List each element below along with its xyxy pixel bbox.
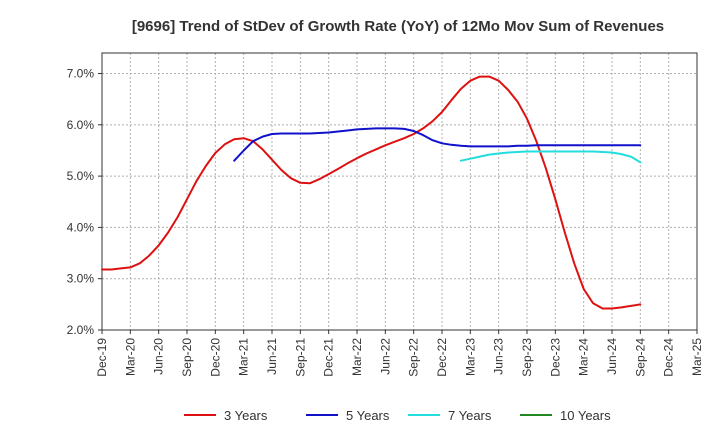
x-tick-label: Dec-20 xyxy=(208,338,222,377)
x-tick-label: Sep-20 xyxy=(180,338,194,377)
y-tick-label: 3.0% xyxy=(67,272,95,286)
x-tick-label: Dec-19 xyxy=(95,338,109,377)
y-tick-label: 4.0% xyxy=(67,220,95,234)
y-tick-label: 2.0% xyxy=(67,323,95,337)
x-tick-label: Dec-22 xyxy=(435,338,449,377)
x-tick-label: Dec-23 xyxy=(548,338,562,377)
x-tick-label: Mar-25 xyxy=(690,338,704,376)
legend-label-3-years: 3 Years xyxy=(224,408,268,423)
x-tick-label: Mar-23 xyxy=(463,338,477,376)
legend-label-5-years: 5 Years xyxy=(346,408,390,423)
x-tick-label: Jun-22 xyxy=(378,338,392,375)
x-tick-label: Mar-20 xyxy=(123,338,137,376)
y-tick-label: 5.0% xyxy=(67,169,95,183)
x-tick-label: Jun-21 xyxy=(265,338,279,375)
series-line-7-years xyxy=(459,150,642,164)
plot-frame xyxy=(101,52,698,331)
series-line-5-years xyxy=(233,127,642,162)
x-tick-label: Mar-22 xyxy=(350,338,364,376)
x-tick-label: Dec-21 xyxy=(322,338,336,377)
x-tick-label: Sep-24 xyxy=(633,338,647,377)
x-tick-label: Mar-24 xyxy=(577,338,591,376)
legend-label-10-years: 10 Years xyxy=(560,408,611,423)
x-tick-label: Mar-21 xyxy=(237,338,251,376)
x-tick-label: Jun-20 xyxy=(152,338,166,375)
x-tick-label: Sep-22 xyxy=(407,338,421,377)
chart-title: [9696] Trend of StDev of Growth Rate (Yo… xyxy=(132,18,664,35)
x-tick-label: Dec-24 xyxy=(662,338,676,377)
legend-label-7-years: 7 Years xyxy=(448,408,492,423)
x-tick-label: Sep-21 xyxy=(293,338,307,377)
series-line-3-years xyxy=(101,75,642,310)
x-tick-label: Jun-24 xyxy=(605,338,619,375)
plot-area xyxy=(102,53,697,330)
x-tick-label: Sep-23 xyxy=(520,338,534,377)
y-tick-label: 6.0% xyxy=(67,118,95,132)
x-tick-label: Jun-23 xyxy=(492,338,506,375)
y-tick-label: 7.0% xyxy=(67,67,95,81)
